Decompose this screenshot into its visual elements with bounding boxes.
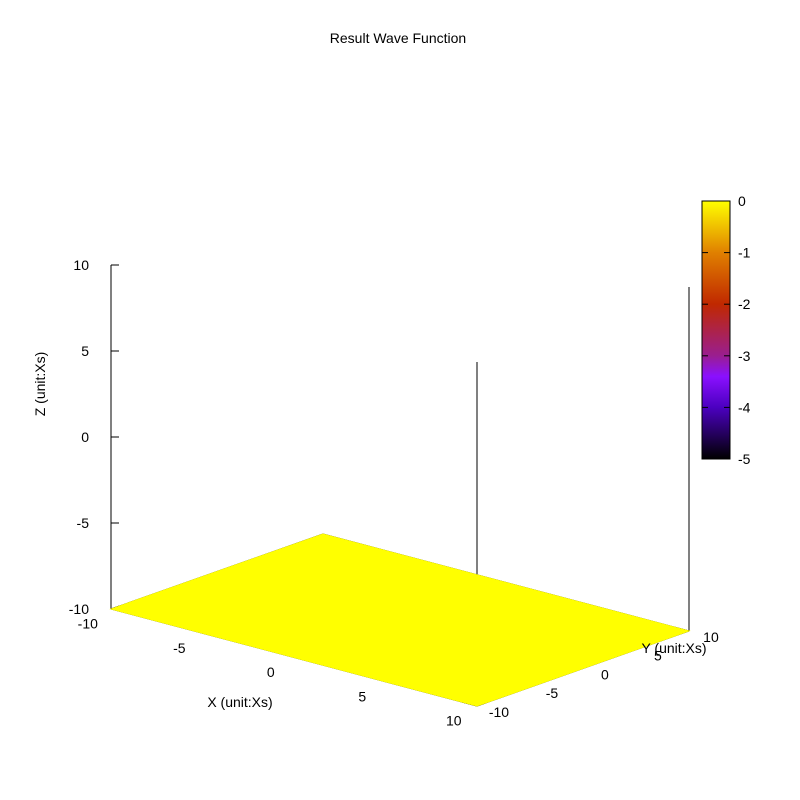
x-tick-label: -5	[173, 640, 186, 656]
y-axis-label: Y (unit:Xs)	[641, 640, 706, 656]
x-tick-label: 0	[267, 664, 275, 680]
z-tick-label: 0	[81, 429, 89, 445]
colorbar-tick-label: -4	[738, 399, 751, 415]
y-tick-label: -5	[546, 685, 559, 701]
colorbar-tick-label: -1	[738, 245, 751, 261]
y-tick-label: 0	[601, 666, 609, 682]
colorbar-tick-label: 0	[738, 193, 746, 209]
y-tick-label: 5	[654, 648, 662, 664]
x-tick-label: 5	[358, 688, 366, 704]
colorbar-box	[701, 200, 731, 460]
colorbar-tick-label: -3	[738, 348, 751, 364]
y-tick-label: 10	[703, 629, 719, 645]
chart-title: Result Wave Function	[330, 30, 466, 46]
x-tick-label: -10	[78, 616, 98, 632]
surface-plane	[109, 533, 691, 707]
z-tick-label: -10	[69, 601, 89, 617]
colorbar-tick-label: -2	[738, 296, 751, 312]
y-tick-label: -10	[489, 704, 509, 720]
z-tick-label: 10	[73, 257, 89, 273]
z-axis-label: Z (unit:Xs)	[32, 352, 48, 417]
colorbar-tick-label: -5	[738, 451, 751, 467]
z-tick-label: -5	[77, 515, 90, 531]
z-tick-label: 5	[81, 343, 89, 359]
x-tick-label: 10	[446, 713, 462, 729]
x-axis-label: X (unit:Xs)	[207, 694, 272, 710]
colorbar: 0 -1 -2 -3 -4 -5	[701, 193, 751, 467]
